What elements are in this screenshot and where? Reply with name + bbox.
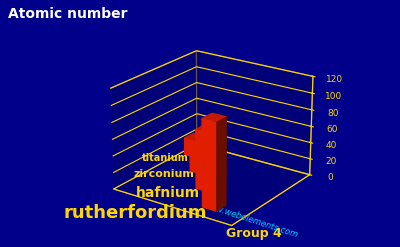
Text: Atomic number: Atomic number xyxy=(8,7,128,21)
Text: www.webelements.com: www.webelements.com xyxy=(201,201,299,240)
